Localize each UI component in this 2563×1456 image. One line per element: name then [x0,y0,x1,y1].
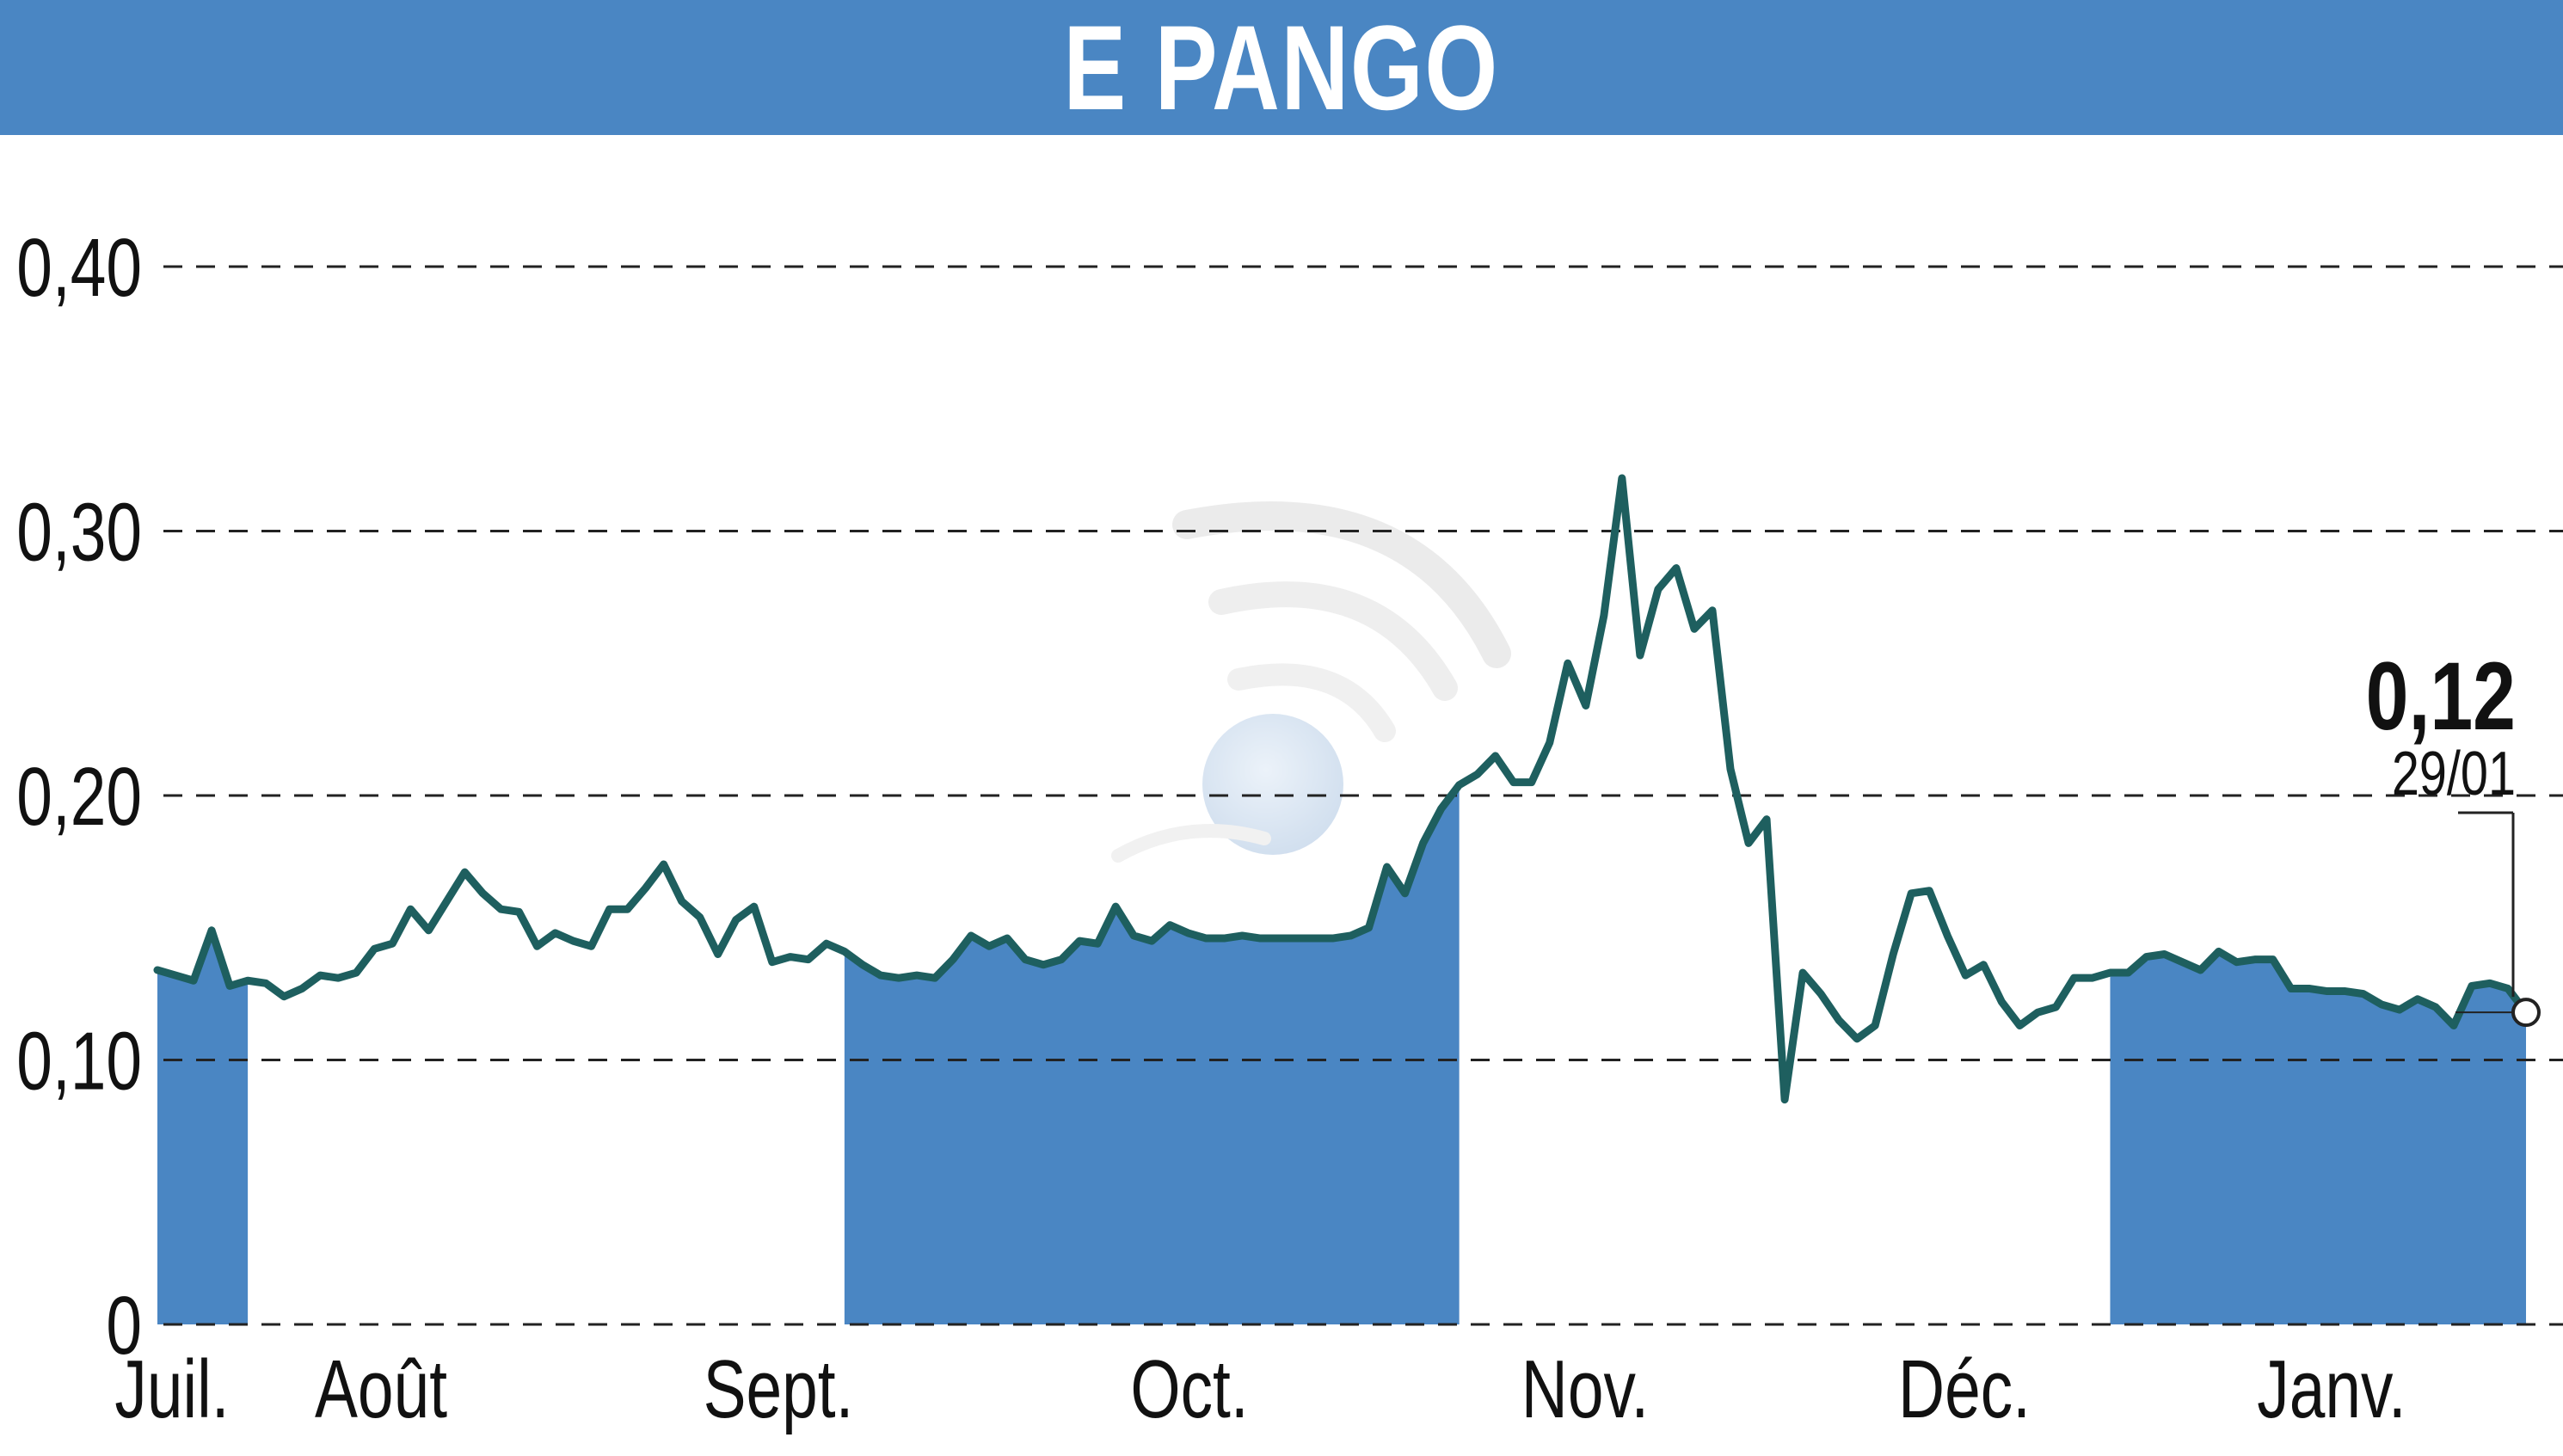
month-bands [157,784,2526,1324]
watermark-logo [1111,501,1511,863]
chart-title: E PANGO [1063,0,1500,135]
x-month-label: Nov. [1521,1343,1649,1435]
month-band-2 [844,784,1460,1324]
grid-lines [163,265,2563,1326]
last-value-marker [2511,998,2541,1028]
title-bar: E PANGO [0,0,2563,135]
y-tick-label: 0,30 [16,487,142,579]
x-month-label: Août [315,1343,447,1435]
y-tick-label: 0,40 [16,222,142,314]
month-band-4 [2110,951,2526,1324]
last-value-callout: 0,12 29/01 [2366,643,2541,1028]
y-tick-label: 0 [106,1280,142,1372]
y-tick-label: 0,20 [16,751,142,843]
x-axis-month-labels: Juil. Août Sept. Oct. Nov. Déc. Janv. [114,1343,2406,1435]
x-month-label: Janv. [2257,1343,2406,1435]
x-month-label: Déc. [1898,1343,2031,1435]
y-tick-label: 0,10 [16,1016,142,1108]
x-month-label: Juil. [114,1343,229,1435]
last-value-label: 0,12 [2366,643,2516,751]
month-band-0 [157,930,249,1324]
last-value-date: 29/01 [2392,739,2516,808]
x-month-label: Oct. [1130,1343,1248,1435]
price-line [153,474,2530,1104]
x-month-label: Sept. [704,1343,854,1435]
y-axis-tick-labels: 0,40 0,30 0,20 0,10 0 [16,222,142,1372]
